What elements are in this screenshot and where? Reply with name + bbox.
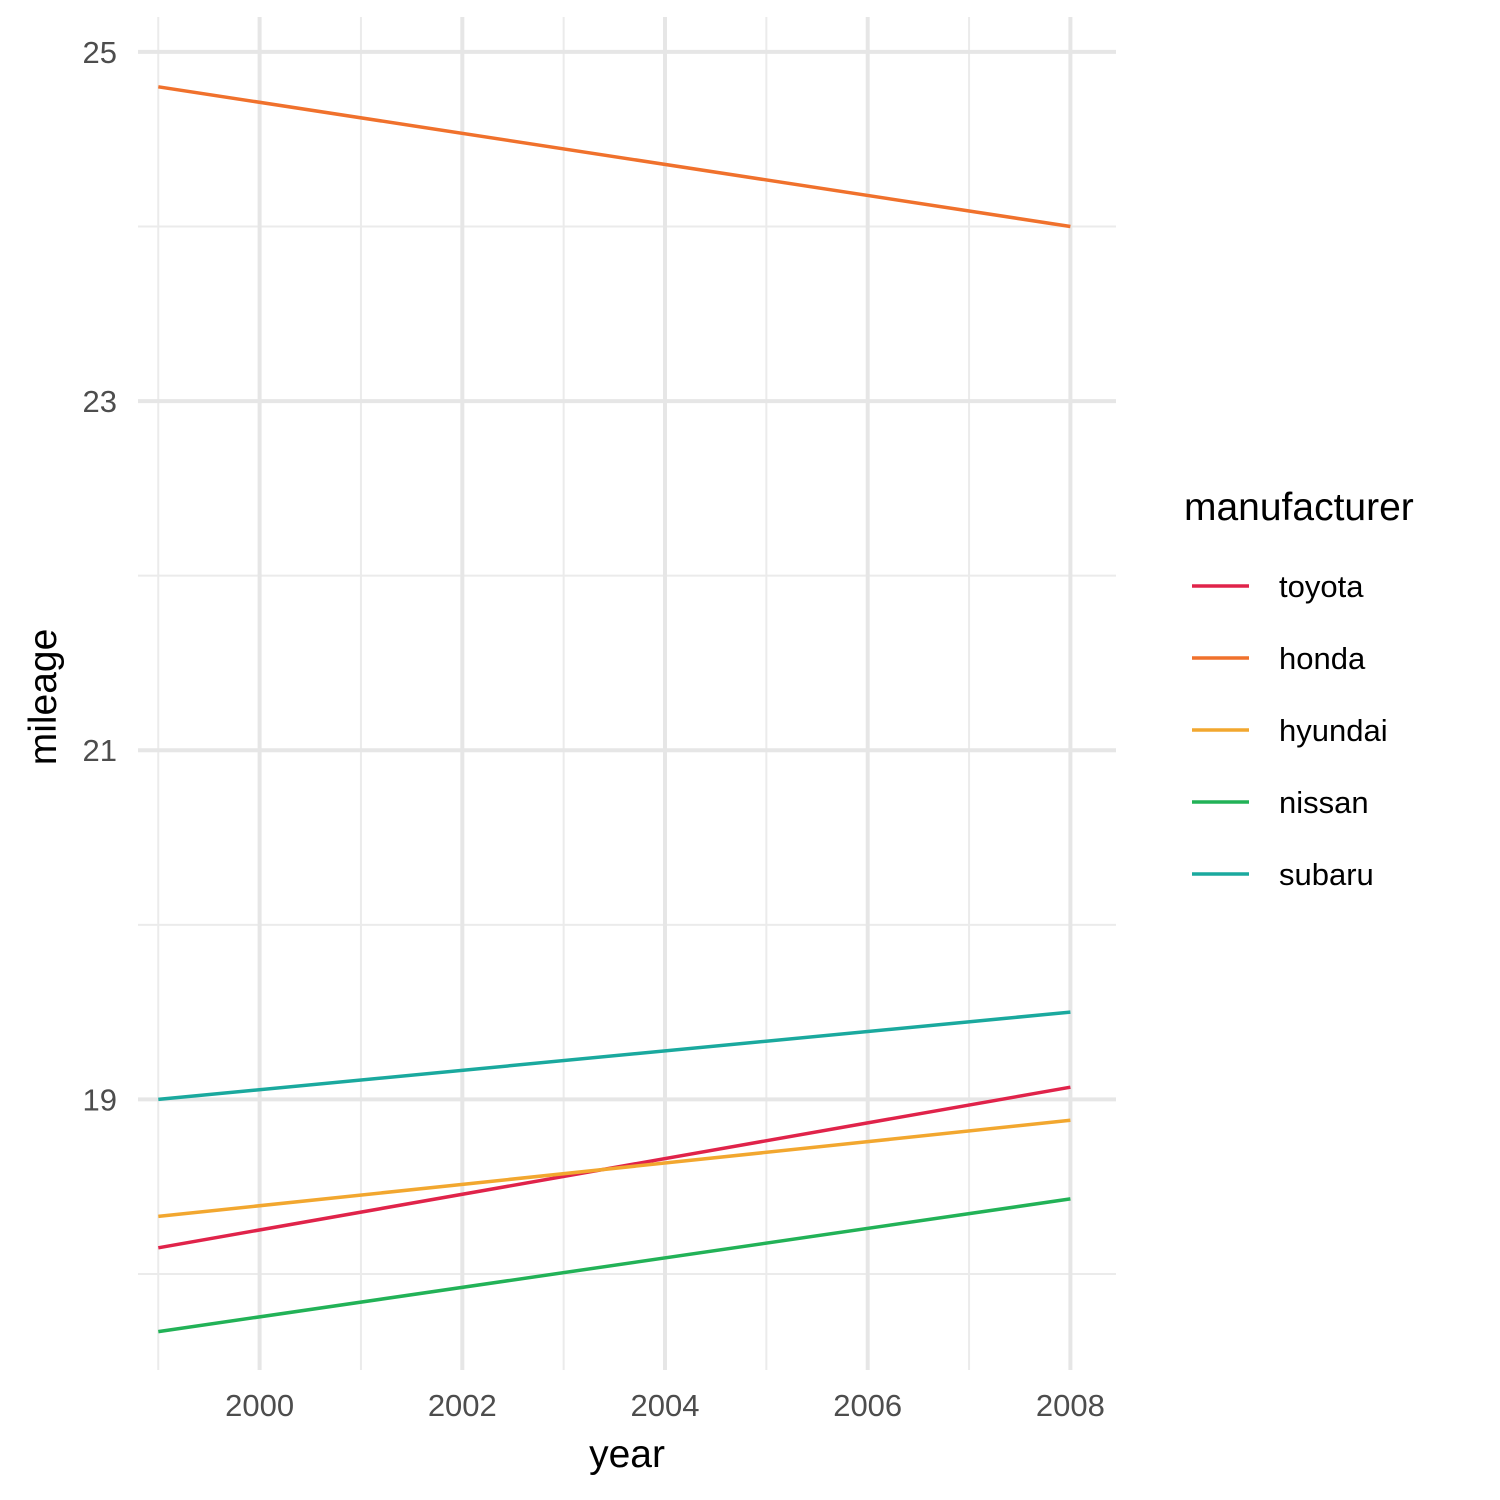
legend-label-nissan: nissan — [1279, 785, 1369, 820]
major-gridlines — [138, 17, 1116, 1370]
legend-item-hyundai: hyundai — [1192, 713, 1388, 748]
y-tick-label: 25 — [83, 35, 117, 70]
x-axis-title: year — [589, 1433, 665, 1476]
legend-title: manufacturer — [1184, 486, 1414, 529]
legend-label-honda: honda — [1279, 641, 1366, 676]
legend: manufacturer toyota honda hyundai nissan sub… — [1184, 486, 1414, 892]
x-tick-label: 2000 — [225, 1388, 294, 1423]
legend-label-subaru: subaru — [1279, 857, 1374, 892]
series-line-subaru — [158, 1010, 1071, 1102]
legend-item-nissan: nissan — [1192, 785, 1369, 820]
series-line-hyundai — [158, 1118, 1071, 1219]
series-lines — [157, 85, 1071, 1334]
legend-item-honda: honda — [1192, 641, 1366, 676]
x-tick-label: 2008 — [1036, 1388, 1105, 1423]
y-axis-title: mileage — [22, 629, 65, 766]
legend-item-toyota: toyota — [1192, 569, 1364, 604]
legend-item-subaru: subaru — [1192, 857, 1374, 892]
series-line-honda — [158, 85, 1071, 229]
legend-label-toyota: toyota — [1279, 569, 1364, 604]
y-tick-label: 19 — [83, 1082, 117, 1117]
x-tick-label: 2006 — [833, 1388, 902, 1423]
y-tick-labels: 19 21 23 25 — [83, 35, 117, 1117]
series-line-nissan — [158, 1197, 1071, 1334]
x-tick-label: 2002 — [428, 1388, 497, 1423]
legend-label-hyundai: hyundai — [1279, 713, 1388, 748]
x-tick-labels: 2000 2002 2004 2006 2008 — [225, 1388, 1105, 1423]
minor-gridlines — [138, 17, 1116, 1370]
x-tick-label: 2004 — [631, 1388, 700, 1423]
y-tick-label: 21 — [83, 733, 117, 768]
y-tick-label: 23 — [83, 384, 117, 419]
